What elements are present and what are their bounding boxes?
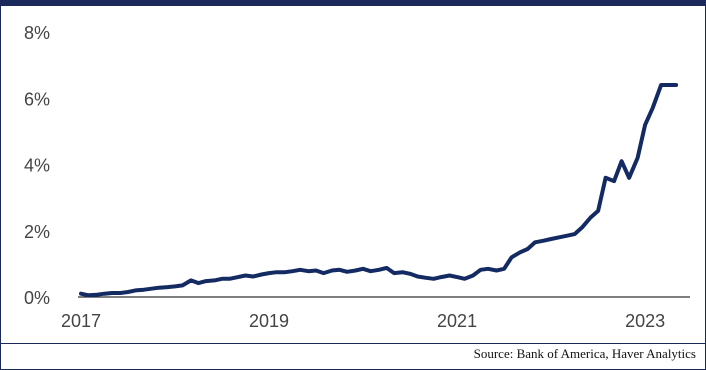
y-tick-label: 6% bbox=[24, 89, 50, 109]
y-tick-label: 0% bbox=[24, 288, 50, 308]
x-tick-label: 2021 bbox=[437, 311, 477, 331]
top-border-bar bbox=[0, 0, 706, 6]
y-tick-label: 4% bbox=[24, 156, 50, 176]
x-tick-label: 2019 bbox=[249, 311, 289, 331]
y-axis-ticks: 0% 2% 4% 6% 8% bbox=[24, 23, 50, 308]
series-line bbox=[79, 83, 679, 298]
x-tick-label: 2023 bbox=[625, 311, 665, 331]
y-tick-label: 8% bbox=[24, 23, 50, 43]
y-tick-label: 2% bbox=[24, 222, 50, 242]
source-note: Source: Bank of America, Haver Analytics bbox=[473, 346, 696, 361]
source-divider bbox=[0, 343, 706, 344]
x-tick-label: 2017 bbox=[61, 311, 101, 331]
line-chart: 0% 2% 4% 6% 8% 2017 2019 2021 2023 bbox=[24, 23, 690, 331]
x-axis-ticks: 2017 2019 2021 2023 bbox=[61, 311, 665, 331]
